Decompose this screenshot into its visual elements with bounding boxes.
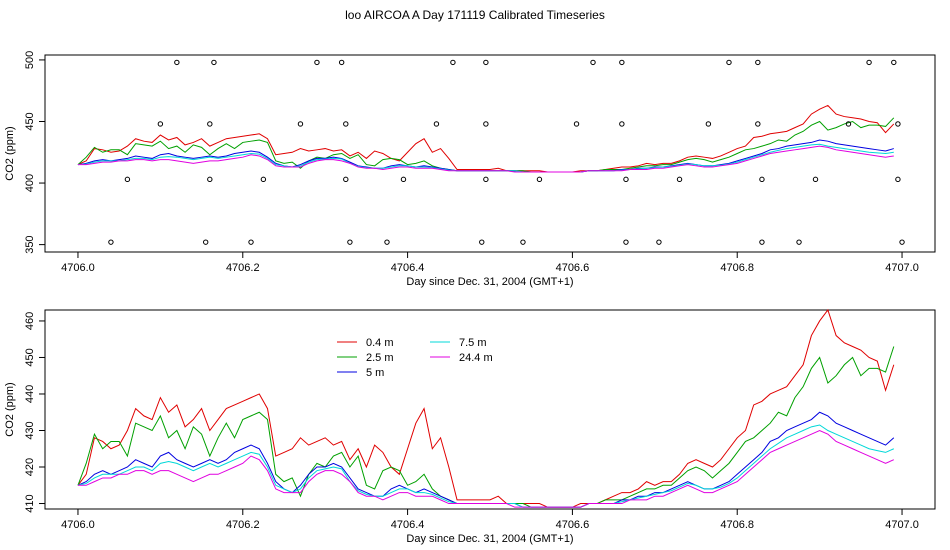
x-tick-label: 4706.2 [226, 519, 260, 531]
marker-point [845, 121, 852, 127]
series-line-0-4-m [77, 104, 895, 173]
series-line-0-4-m [77, 308, 895, 508]
marker-point [895, 121, 901, 127]
x-tick-label: 4706.4 [391, 519, 425, 531]
y-tick-label: 460 [24, 312, 36, 330]
chart-top: 4706.0 4706.2 4706.4 4706.6 4706.8 4707.0 350 4… [4, 51, 936, 288]
y-tick-label: 420 [24, 458, 36, 476]
marker-point [211, 59, 217, 66]
marker-point [338, 59, 345, 66]
series-line-24-4-m [77, 145, 894, 173]
series-line-24-4-m [77, 429, 895, 508]
marker-point [759, 239, 765, 245]
x-tick-label: 4706.6 [556, 262, 590, 274]
plot-frame [44, 309, 936, 510]
marker-point [590, 59, 596, 66]
plot-frame [44, 54, 936, 253]
marker-point [479, 239, 485, 245]
x-tick-label: 4707.0 [885, 262, 919, 274]
x-tick-label: 4706.0 [61, 519, 95, 531]
marker-point [314, 59, 320, 66]
marker-point [676, 176, 683, 183]
marker-point [343, 121, 349, 127]
x-tick-label: 4706.2 [226, 262, 260, 274]
marker-point [108, 239, 114, 245]
y-tick-label: 410 [24, 494, 36, 512]
marker-point [384, 239, 390, 245]
marker-point [866, 59, 872, 66]
marker-point [899, 239, 905, 245]
marker-point [759, 176, 765, 183]
legend-label: 5 m [366, 367, 384, 379]
marker-point [891, 59, 897, 66]
series-line-7-5-m [77, 143, 894, 173]
y-tick-label: 450 [24, 112, 36, 130]
marker-point [895, 176, 901, 183]
x-axis-label: Day since Dec. 31, 2004 (GMT+1) [406, 533, 573, 545]
marker-point [755, 59, 761, 66]
marker-point [202, 239, 209, 245]
marker-point [400, 176, 407, 183]
series-line-7-5-m [77, 424, 895, 508]
marker-point [656, 239, 662, 245]
x-tick-label: 4706.8 [720, 262, 754, 274]
marker-point [483, 176, 489, 183]
marker-point [573, 121, 580, 127]
y-tick-label: 400 [24, 174, 36, 192]
marker-point [297, 121, 304, 127]
legend-label: 7.5 m [459, 337, 487, 349]
marker-point [726, 59, 732, 66]
marker-point [536, 176, 543, 183]
marker-point [174, 59, 180, 66]
y-tick-label: 350 [24, 235, 36, 253]
x-tick-label: 4706.8 [720, 519, 754, 531]
marker-point [623, 239, 629, 245]
legend-label: 0.4 m [366, 337, 394, 349]
x-tick-label: 4706.0 [61, 262, 95, 274]
legend-label: 2.5 m [366, 352, 394, 364]
marker-point [124, 176, 131, 183]
marker-point [343, 176, 349, 183]
marker-point [619, 59, 625, 66]
marker-point [755, 121, 761, 127]
series-line-2-5-m [77, 346, 895, 508]
marker-point [157, 121, 164, 127]
marker-point [347, 239, 353, 245]
marker-point [619, 121, 625, 127]
marker-point [433, 121, 440, 127]
marker-point [705, 121, 712, 127]
marker-point [207, 176, 213, 183]
y-tick-label: 500 [24, 51, 36, 69]
y-tick-label: 440 [24, 385, 36, 403]
legend-label: 24.4 m [459, 352, 493, 364]
chart-title: loo AIRCOA A Day 171119 Calibrated Times… [345, 8, 605, 22]
series-line-5-m [77, 139, 894, 173]
y-tick-label: 450 [24, 348, 36, 366]
chart-bottom: 4706.0 4706.2 4706.4 4706.6 4706.8 4707.0 410 4… [4, 308, 936, 545]
marker-point [483, 121, 489, 127]
x-axis-label: Day since Dec. 31, 2004 (GMT+1) [406, 276, 573, 288]
marker-point [623, 176, 629, 183]
marker-point [248, 239, 254, 245]
marker-point [450, 59, 456, 66]
marker-point [812, 176, 819, 183]
x-tick-label: 4706.6 [556, 519, 590, 531]
x-tick-label: 4706.4 [391, 262, 425, 274]
y-axis-label: CO2 (ppm) [4, 126, 16, 180]
x-tick-label: 4707.0 [885, 519, 919, 531]
y-tick-label: 430 [24, 421, 36, 439]
series-line-5-m [77, 411, 895, 508]
marker-point [796, 239, 802, 245]
marker-point [207, 121, 213, 127]
marker-point [483, 59, 489, 66]
marker-point [520, 239, 526, 245]
y-axis-label: CO2 (ppm) [4, 382, 16, 436]
marker-point [260, 176, 267, 183]
